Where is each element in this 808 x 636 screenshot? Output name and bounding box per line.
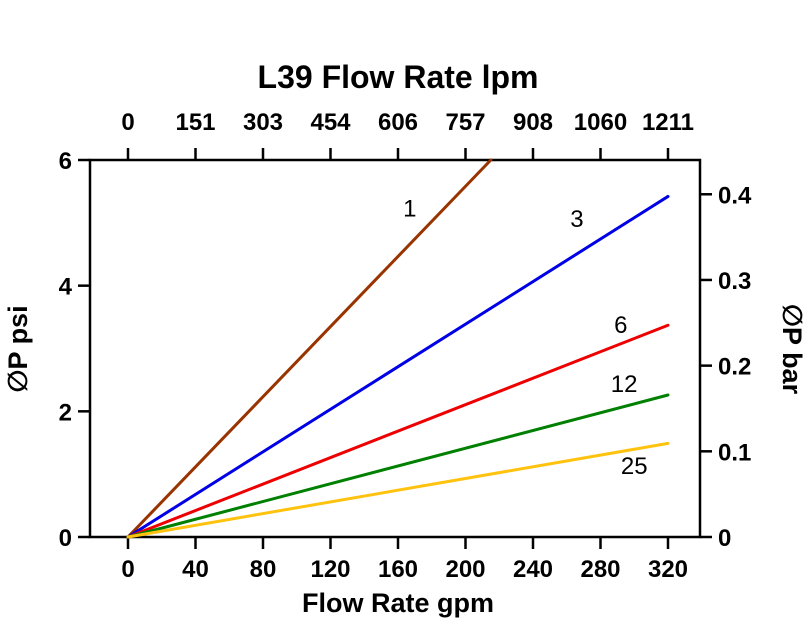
bottom-axis-tick-label: 200 <box>445 556 485 583</box>
top-axis-tick-label: 1211 <box>642 109 694 136</box>
series-line-1 <box>126 158 493 539</box>
bottom-axis-tick-label: 120 <box>310 556 350 583</box>
series-line-12 <box>126 393 670 539</box>
series-line-25 <box>126 441 670 539</box>
top-axis-tick-label: 606 <box>378 109 418 136</box>
right-axis-tick-label: 0.2 <box>718 354 751 381</box>
series-label-25: 25 <box>621 453 648 480</box>
left-axis-tick-label: 4 <box>59 274 73 301</box>
top-axis-tick-label: 757 <box>445 109 485 136</box>
series-line-3 <box>126 194 670 539</box>
left-axis-tick-label: 2 <box>59 399 72 426</box>
top-axis-tick-label: 151 <box>175 109 215 136</box>
left-axis-tick-label: 6 <box>59 148 72 175</box>
series-label-1: 1 <box>403 196 416 223</box>
top-axis-tick-label: 0 <box>121 109 134 136</box>
chart-title: L39 Flow Rate lpm <box>258 59 539 95</box>
top-axis-tick-label: 1060 <box>574 109 627 136</box>
bottom-axis-tick-label: 0 <box>121 556 134 583</box>
bottom-axis-tick-label: 40 <box>182 556 209 583</box>
series-label-6: 6 <box>614 312 627 339</box>
bottom-axis-tick-label: 80 <box>250 556 277 583</box>
plot-frame <box>88 158 702 539</box>
right-axis-tick-label: 0.3 <box>718 268 751 295</box>
series-label-12: 12 <box>611 371 638 398</box>
series-label-3: 3 <box>570 206 583 233</box>
top-axis-tick-label: 908 <box>513 109 553 136</box>
bottom-axis-title: Flow Rate gpm <box>302 588 494 618</box>
top-axis-tick-label: 454 <box>310 109 351 136</box>
bottom-axis-tick-label: 280 <box>580 556 620 583</box>
right-axis-title: ∅P bar <box>777 304 807 395</box>
bottom-axis-tick-label: 160 <box>378 556 418 583</box>
left-axis-tick-label: 0 <box>59 525 72 552</box>
top-axis-tick-label: 303 <box>243 109 283 136</box>
left-axis-title: ∅P psi <box>3 305 33 392</box>
bottom-axis-tick-label: 320 <box>648 556 688 583</box>
right-axis-tick-label: 0.1 <box>718 439 751 466</box>
right-axis-tick-label: 0 <box>718 525 731 552</box>
right-axis-tick-label: 0.4 <box>718 182 752 209</box>
series-line-6 <box>126 323 670 539</box>
bottom-axis-tick-label: 240 <box>513 556 553 583</box>
